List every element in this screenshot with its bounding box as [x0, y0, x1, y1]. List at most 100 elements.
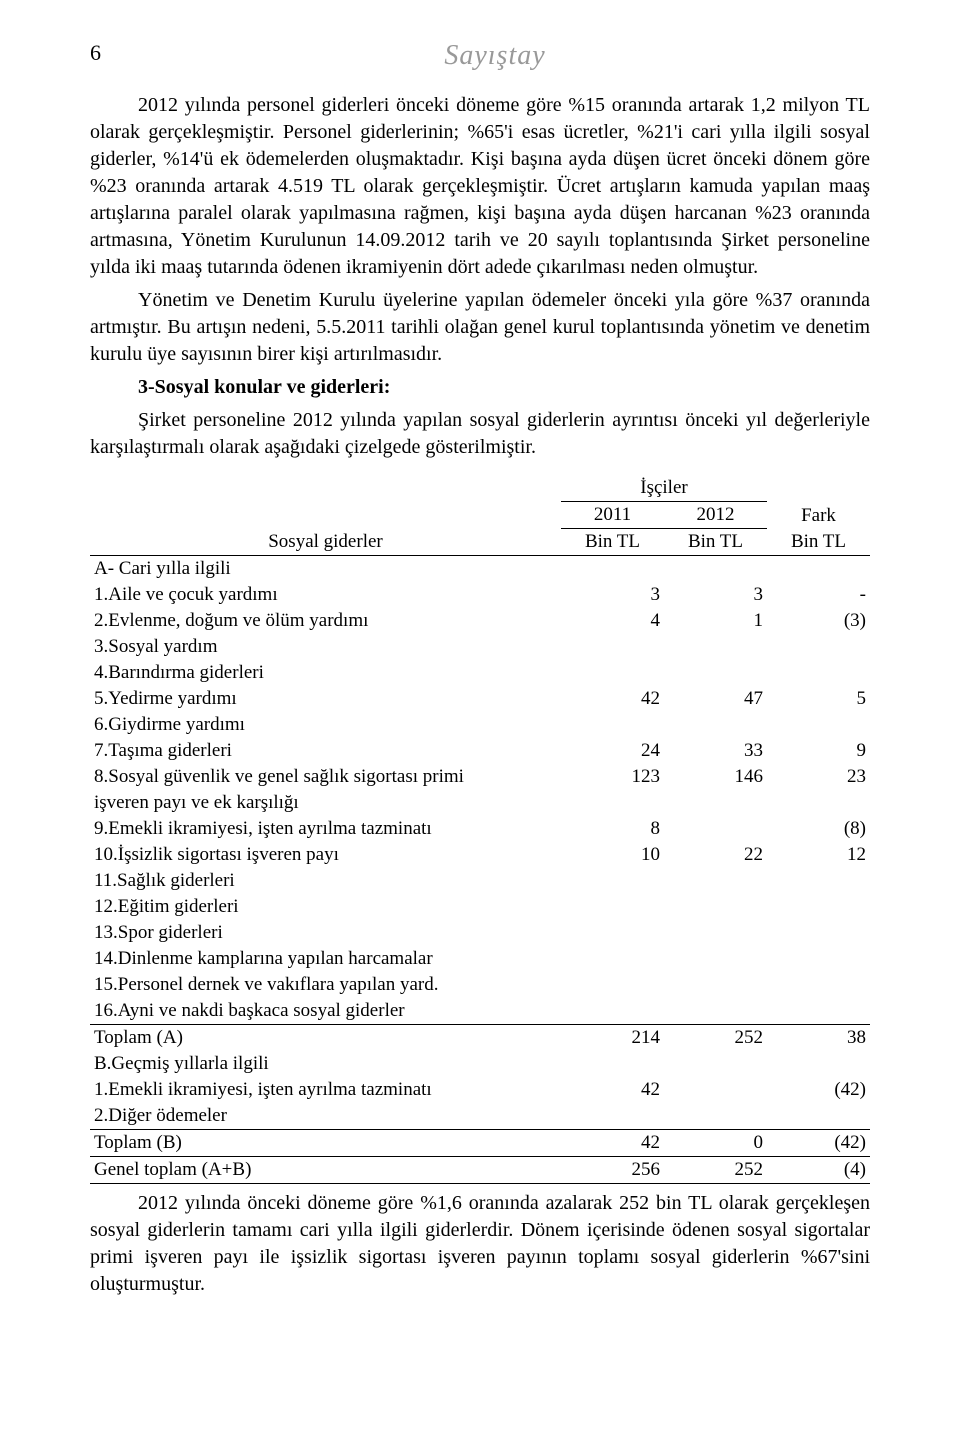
- cell-2012: [664, 790, 767, 816]
- cell-2011: 4: [561, 608, 664, 634]
- cell-2011: 42: [561, 686, 664, 712]
- row-label: işveren payı ve ek karşılığı: [90, 790, 561, 816]
- page-number: 6: [90, 40, 120, 66]
- total-a-2011: 214: [561, 1025, 664, 1052]
- cell-fark: (8): [767, 816, 870, 842]
- cell-2011: 123: [561, 764, 664, 790]
- cell-2012: [664, 972, 767, 998]
- total-b-2011: 42: [561, 1130, 664, 1157]
- row-label: 8.Sosyal güvenlik ve genel sağlık sigort…: [90, 764, 561, 790]
- row-label: 1.Emekli ikramiyesi, işten ayrılma tazmi…: [90, 1077, 561, 1103]
- cell-2012: [664, 1103, 767, 1130]
- cell-fark: [767, 920, 870, 946]
- cell-2012: 146: [664, 764, 767, 790]
- grand-label: Genel toplam (A+B): [90, 1157, 561, 1184]
- cell-2011: [561, 894, 664, 920]
- table-row: işveren payı ve ek karşılığı: [90, 790, 870, 816]
- col-2011: 2011: [561, 502, 664, 529]
- social-expenses-table: İşçiler Fark 2011 2012 Sosyal giderler B…: [90, 475, 870, 1184]
- paragraph-1: 2012 yılında personel giderleri önceki d…: [90, 92, 870, 281]
- cell-2011: 42: [561, 1077, 664, 1103]
- table-row: 14.Dinlenme kamplarına yapılan harcamala…: [90, 946, 870, 972]
- table-row: 1.Emekli ikramiyesi, işten ayrılma tazmi…: [90, 1077, 870, 1103]
- cell-2011: [561, 712, 664, 738]
- table-row: 16.Ayni ve nakdi başkaca sosyal giderler: [90, 998, 870, 1025]
- cell-2012: 33: [664, 738, 767, 764]
- cell-fark: 23: [767, 764, 870, 790]
- cell-2011: 8: [561, 816, 664, 842]
- table-row: 2.Diğer ödemeler: [90, 1103, 870, 1130]
- cell-2012: [664, 920, 767, 946]
- row-label: 7.Taşıma giderleri: [90, 738, 561, 764]
- cell-2011: [561, 868, 664, 894]
- cell-fark: [767, 972, 870, 998]
- row-label: 15.Personel dernek ve vakıflara yapılan …: [90, 972, 561, 998]
- cell-fark: (3): [767, 608, 870, 634]
- unit-2012: Bin TL: [664, 529, 767, 556]
- row-label: 13.Spor giderleri: [90, 920, 561, 946]
- cell-2012: 22: [664, 842, 767, 868]
- cell-2011: [561, 972, 664, 998]
- row-label: 3.Sosyal yardım: [90, 634, 561, 660]
- row-header-label: Sosyal giderler: [90, 529, 561, 556]
- row-label: 1.Aile ve çocuk yardımı: [90, 582, 561, 608]
- cell-2012: [664, 660, 767, 686]
- cell-fark: [767, 946, 870, 972]
- cell-2011: [561, 998, 664, 1025]
- table-row: 7.Taşıma giderleri24339: [90, 738, 870, 764]
- page-header: 6 Sayıştay: [90, 40, 870, 72]
- cell-fark: 9: [767, 738, 870, 764]
- row-label: 9.Emekli ikramiyesi, işten ayrılma tazmi…: [90, 816, 561, 842]
- cell-2012: [664, 894, 767, 920]
- cell-2011: 10: [561, 842, 664, 868]
- cell-2012: [664, 868, 767, 894]
- table-row: 9.Emekli ikramiyesi, işten ayrılma tazmi…: [90, 816, 870, 842]
- cell-2011: [561, 920, 664, 946]
- total-a-2012: 252: [664, 1025, 767, 1052]
- cell-2012: [664, 634, 767, 660]
- table-row: 5.Yedirme yardımı42475: [90, 686, 870, 712]
- cell-2011: [561, 946, 664, 972]
- paragraph-2: Yönetim ve Denetim Kurulu üyelerine yapı…: [90, 287, 870, 368]
- cell-2012: [664, 998, 767, 1025]
- cell-fark: [767, 894, 870, 920]
- section-a-label: A- Cari yılla ilgili: [90, 556, 870, 583]
- row-label: 4.Barındırma giderleri: [90, 660, 561, 686]
- section-b-label: B.Geçmiş yıllarla ilgili: [90, 1051, 870, 1077]
- row-label: 10.İşsizlik sigortası işveren payı: [90, 842, 561, 868]
- cell-2012: 1: [664, 608, 767, 634]
- table-row: 3.Sosyal yardım: [90, 634, 870, 660]
- unit-fark: Bin TL: [767, 529, 870, 556]
- table-row: 11.Sağlık giderleri: [90, 868, 870, 894]
- cell-2012: [664, 816, 767, 842]
- table-row: 8.Sosyal güvenlik ve genel sağlık sigort…: [90, 764, 870, 790]
- table-row: 1.Aile ve çocuk yardımı33-: [90, 582, 870, 608]
- row-label: 14.Dinlenme kamplarına yapılan harcamala…: [90, 946, 561, 972]
- cell-2012: 3: [664, 582, 767, 608]
- cell-2012: [664, 712, 767, 738]
- cell-2012: [664, 1077, 767, 1103]
- cell-fark: [767, 1103, 870, 1130]
- cell-fark: [767, 998, 870, 1025]
- row-label: 5.Yedirme yardımı: [90, 686, 561, 712]
- cell-fark: [767, 868, 870, 894]
- table-row: 4.Barındırma giderleri: [90, 660, 870, 686]
- cell-2011: 3: [561, 582, 664, 608]
- cell-2011: [561, 634, 664, 660]
- row-label: 16.Ayni ve nakdi başkaca sosyal giderler: [90, 998, 561, 1025]
- cell-fark: [767, 634, 870, 660]
- cell-2011: [561, 1103, 664, 1130]
- paragraph-4: Şirket personeline 2012 yılında yapılan …: [90, 407, 870, 461]
- row-label: 2.Diğer ödemeler: [90, 1103, 561, 1130]
- cell-fark: [767, 790, 870, 816]
- cell-fark: 12: [767, 842, 870, 868]
- grand-2011: 256: [561, 1157, 664, 1184]
- footer-paragraph: 2012 yılında önceki döneme göre %1,6 ora…: [90, 1190, 870, 1298]
- brand-title: Sayıştay: [120, 40, 870, 72]
- total-a-fark: 38: [767, 1025, 870, 1052]
- section-title: 3-Sosyal konular ve giderleri:: [90, 374, 870, 401]
- cell-fark: 5: [767, 686, 870, 712]
- cell-fark: -: [767, 582, 870, 608]
- table-row: 12.Eğitim giderleri: [90, 894, 870, 920]
- total-b-2012: 0: [664, 1130, 767, 1157]
